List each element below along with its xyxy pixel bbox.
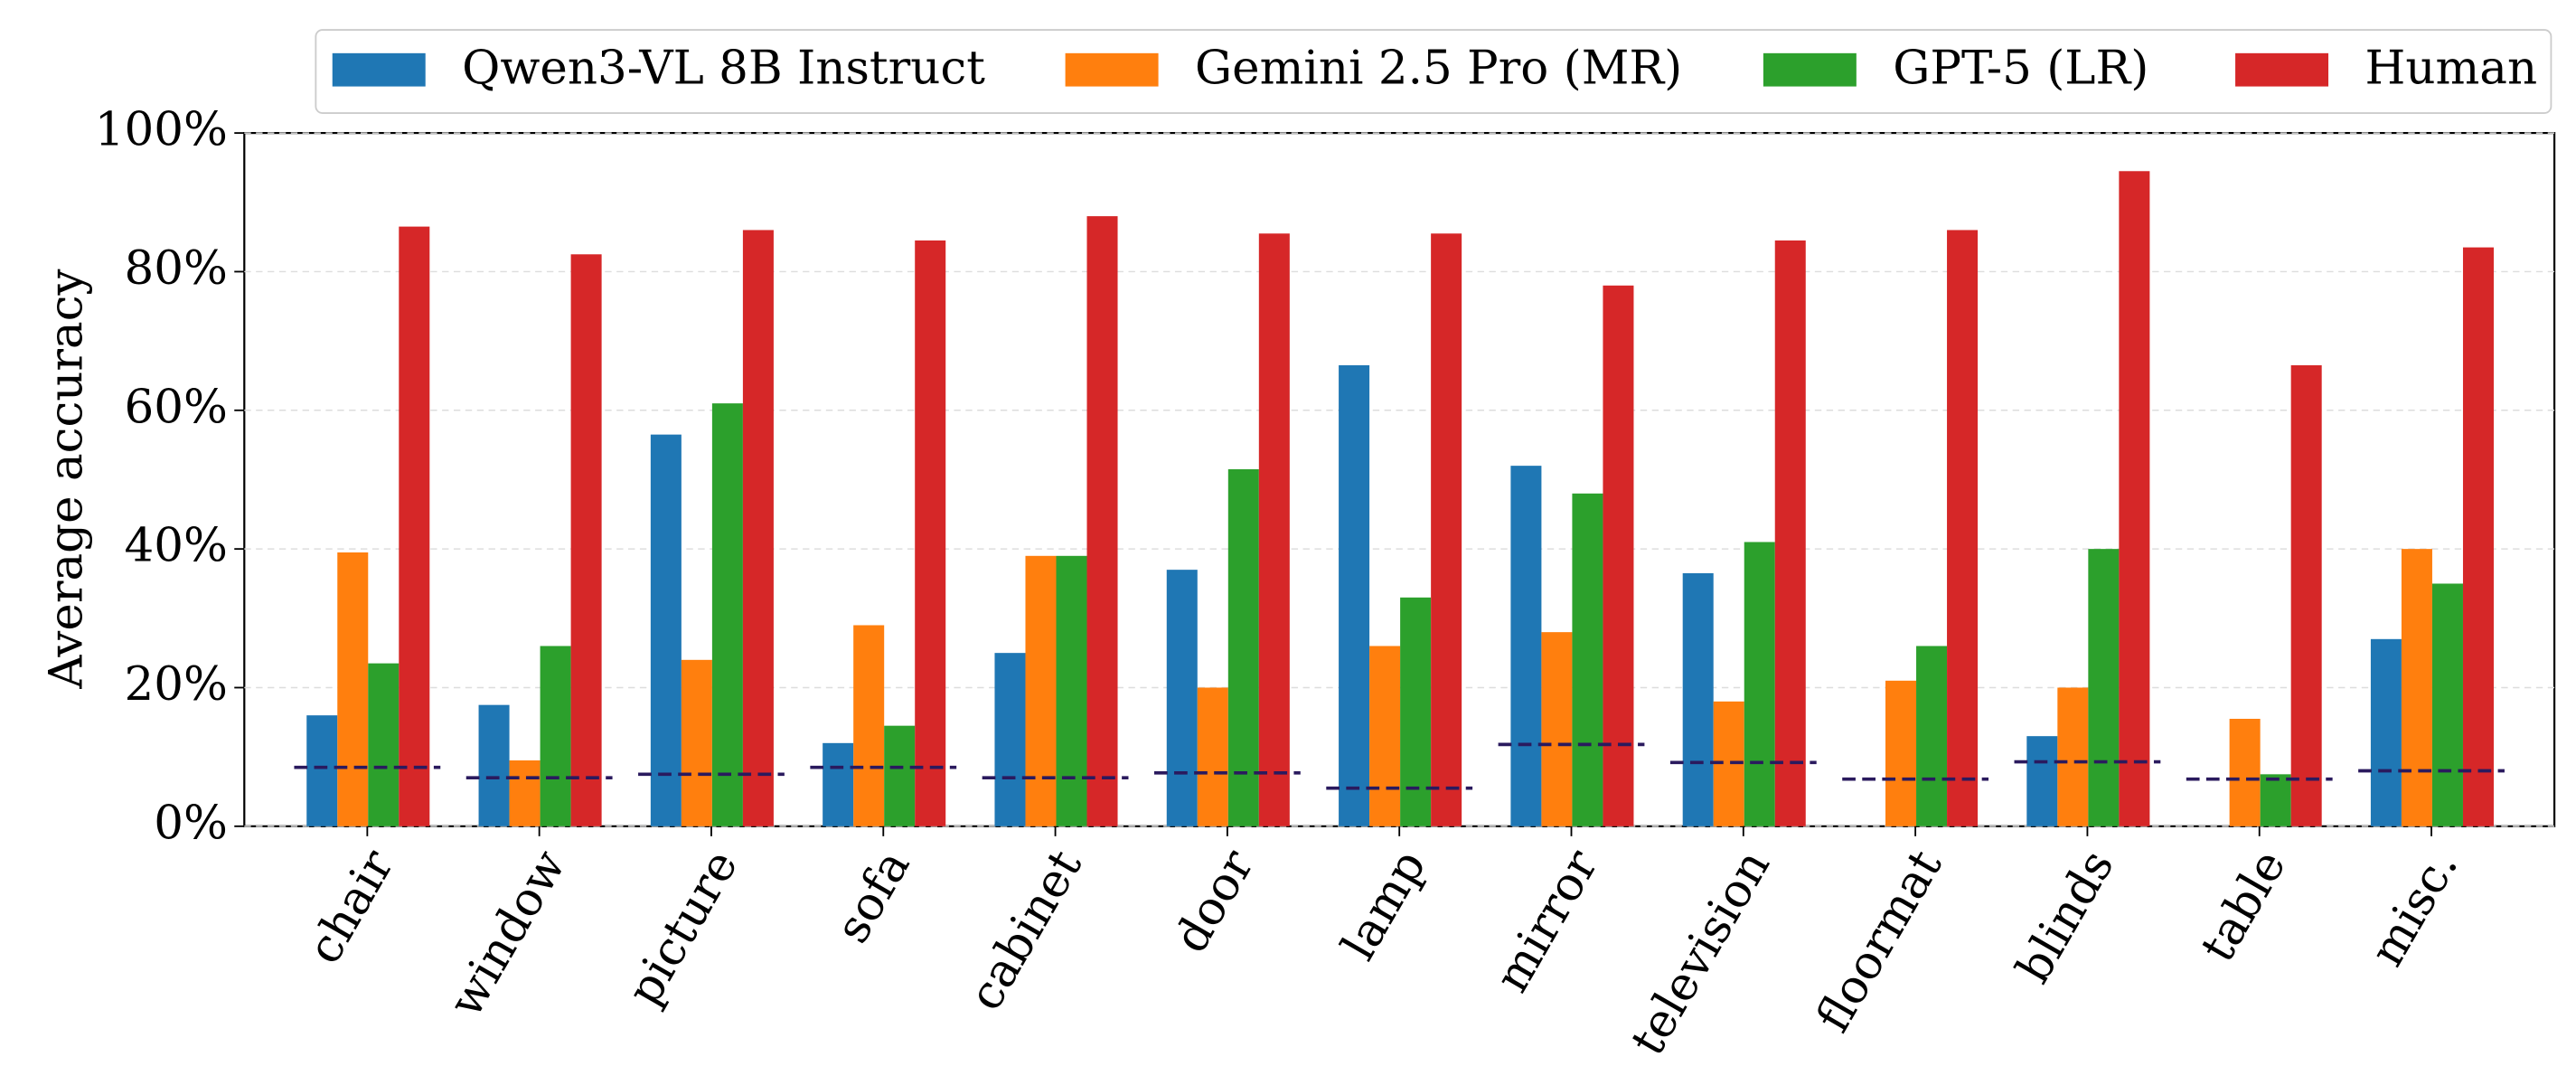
bar: [368, 663, 400, 826]
y-tick-label: 40%: [124, 519, 227, 573]
bar: [1227, 468, 1259, 826]
bar: [2057, 687, 2089, 826]
bar: [2370, 638, 2402, 826]
legend-swatch: [2235, 52, 2329, 87]
legend-swatch: [1065, 52, 1159, 87]
bar: [742, 230, 774, 826]
bar: [994, 653, 1026, 826]
y-tick-label: 60%: [124, 380, 227, 434]
x-tick-label: television: [1621, 841, 1781, 1064]
bar: [509, 760, 541, 826]
bar: [1916, 646, 1948, 826]
bar: [1774, 240, 1806, 826]
bar: [570, 254, 602, 826]
bar: [2401, 549, 2432, 826]
legend-label: Human: [2364, 42, 2537, 96]
bar: [1339, 364, 1370, 826]
bar: [1197, 687, 1228, 826]
bar: [711, 403, 743, 826]
bar: [1166, 570, 1198, 826]
legend-label: GPT-5 (LR): [1893, 42, 2148, 96]
bar: [823, 742, 854, 826]
bar: [1541, 632, 1573, 826]
x-tick-label: misc.: [2360, 841, 2468, 976]
bar: [1258, 233, 1290, 826]
legend-label: Gemini 2.5 Pro (MR): [1195, 42, 1682, 96]
x-tick-label: door: [1163, 841, 1264, 962]
bar: [2119, 171, 2150, 826]
bar: [2431, 583, 2463, 826]
bar: [2260, 774, 2291, 826]
bar: [2290, 364, 2322, 826]
bar: [337, 552, 369, 826]
legend-box: [315, 29, 2552, 114]
y-tick-label: 80%: [124, 241, 227, 296]
y-tick-label: 100%: [95, 103, 228, 157]
bar: [1086, 216, 1118, 826]
bar: [1572, 493, 1603, 826]
x-tick-label: chair: [297, 841, 405, 973]
bar: [915, 240, 946, 826]
x-tick-label: sofa: [825, 841, 921, 952]
bar: [1400, 597, 1432, 826]
bar: [399, 226, 430, 826]
x-tick-label: floormat: [1806, 841, 1953, 1042]
bar: [2462, 247, 2494, 826]
x-tick-label: blinds: [2007, 841, 2125, 992]
bar: [650, 434, 682, 826]
x-tick-label: window: [438, 841, 577, 1026]
x-tick-label: mirror: [1485, 841, 1609, 1002]
x-tick-label: cabinet: [958, 841, 1093, 1020]
bar: [1603, 285, 1634, 826]
bar: [1744, 542, 1775, 826]
bar: [306, 715, 338, 826]
y-axis-label: Average accuracy: [40, 269, 94, 689]
bar: [884, 725, 916, 826]
legend-swatch: [332, 52, 426, 87]
bar: [2229, 718, 2261, 826]
bar: [1510, 466, 1542, 826]
bar: [2088, 549, 2120, 826]
bar: [1885, 680, 1917, 826]
bar: [540, 646, 571, 826]
x-tick-label: lamp: [1331, 841, 1436, 969]
bar: [1682, 572, 1714, 826]
bar: [478, 704, 510, 826]
bar: [1025, 555, 1057, 826]
bar: [1056, 555, 1087, 826]
y-tick-label: 20%: [124, 657, 227, 712]
bar: [681, 659, 712, 826]
bar: [1947, 230, 1979, 826]
x-tick-label: table: [2190, 841, 2297, 971]
bar: [1431, 233, 1462, 826]
bar: [853, 625, 885, 826]
bar: [1369, 646, 1401, 826]
x-tick-label: picture: [617, 841, 749, 1014]
bar: [2026, 736, 2058, 826]
legend-swatch: [1763, 52, 1857, 87]
y-tick-label: 0%: [154, 796, 228, 850]
legend-label: Qwen3-VL 8B Instruct: [462, 42, 985, 96]
